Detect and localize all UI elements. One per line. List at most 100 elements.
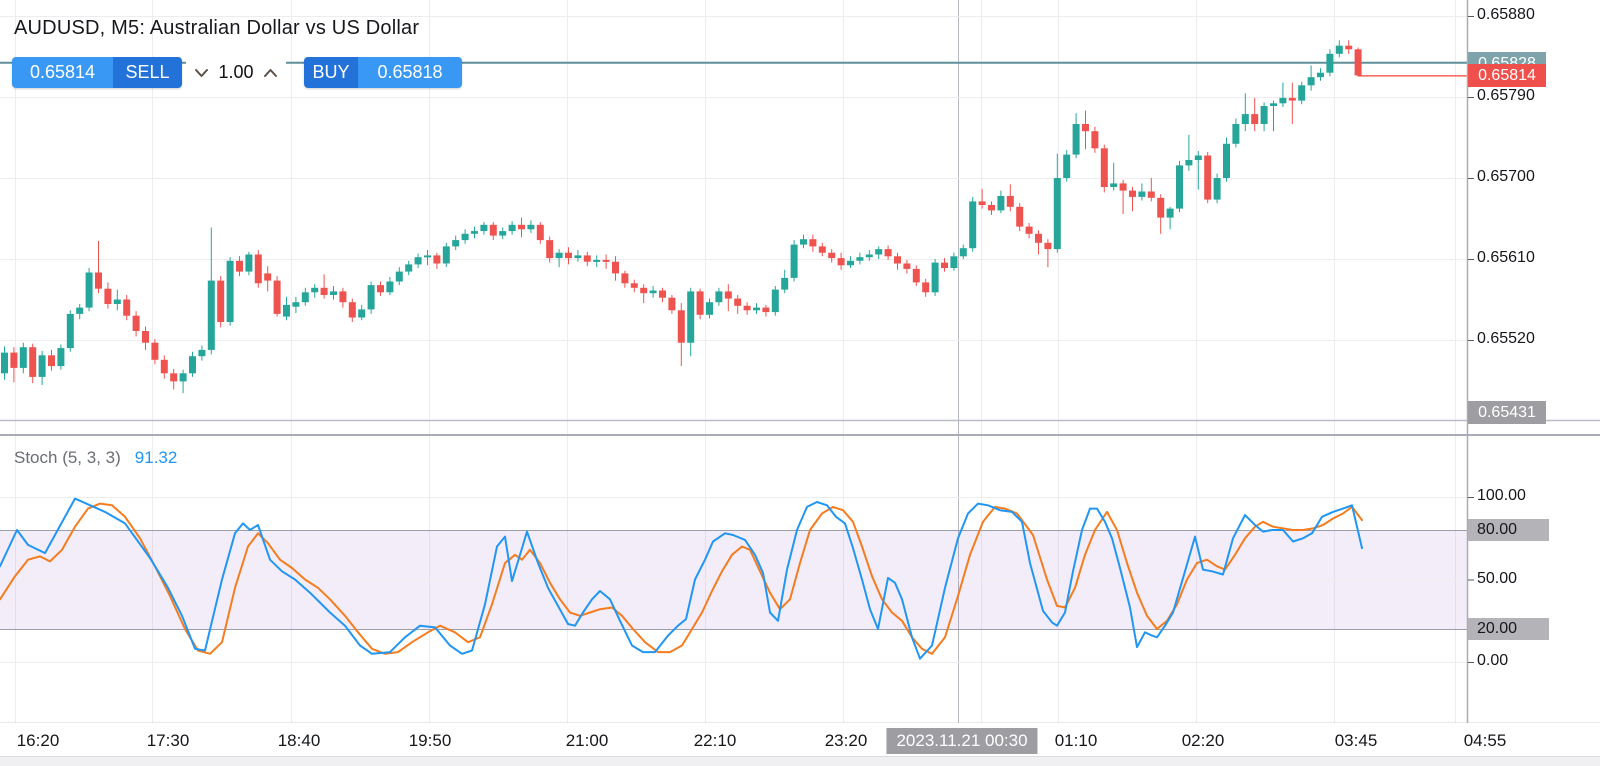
candle-body — [273, 280, 281, 314]
candle-body — [1072, 124, 1080, 155]
price-axis-label: 0.65520 — [1477, 330, 1535, 347]
candle-body — [837, 258, 845, 266]
candle-body — [790, 244, 798, 278]
candle-body — [236, 260, 243, 272]
candle-body — [1279, 97, 1287, 104]
candle-body — [48, 355, 55, 367]
candle-body — [348, 302, 356, 318]
candle-body — [1326, 53, 1334, 73]
candle-body — [1138, 191, 1146, 197]
candle-body — [452, 240, 460, 247]
candle-body — [574, 255, 582, 259]
candle-body — [922, 282, 930, 293]
volume-value[interactable]: 1.00 — [218, 62, 254, 82]
candle-body — [1288, 97, 1296, 101]
time-axis-label: 01:10 — [1054, 731, 1098, 750]
candle-body — [1119, 183, 1127, 191]
candle-body — [649, 290, 657, 294]
candle-body — [565, 252, 572, 259]
price-axis[interactable]: 0.65880 0.65790 0.65700 0.65610 0.65520 0.658… — [1468, 0, 1600, 434]
candle-body — [1213, 178, 1221, 200]
candle-body — [1100, 148, 1108, 187]
candle-body — [38, 355, 46, 377]
candle-body — [1260, 106, 1268, 124]
candle-body — [743, 305, 751, 311]
candle-body — [414, 257, 422, 265]
stoch-axis-label: 100.00 — [1477, 487, 1526, 504]
candle-body — [912, 268, 920, 283]
candle-body — [292, 302, 300, 307]
candle-body — [1025, 226, 1033, 234]
order-widget: 0.65814 SELL 1.00 BUY 0.65818 — [12, 57, 462, 88]
candle-body — [771, 289, 779, 313]
candle-body — [865, 254, 873, 258]
candle-body — [1091, 131, 1099, 149]
chevron-down-icon[interactable] — [194, 68, 209, 78]
price-axis-label: 0.65700 — [1477, 168, 1535, 185]
stoch-level-badge: 20.00 — [1468, 618, 1549, 640]
candle-body — [621, 273, 629, 284]
candle-body — [856, 257, 864, 261]
candle-body — [1006, 196, 1014, 207]
candle-body — [1147, 191, 1155, 198]
candle-body — [753, 307, 760, 311]
pane-bottom-badge: 0.65431 — [1468, 401, 1546, 425]
candle-body — [480, 224, 488, 232]
candle-body — [518, 224, 525, 230]
indicator-legend[interactable]: Stoch (5, 3, 3) 91.32 — [14, 448, 177, 468]
candle-body — [536, 224, 544, 241]
buy-button[interactable]: BUY 0.65818 — [304, 57, 462, 88]
candle-body — [847, 260, 854, 266]
candle-body — [931, 262, 939, 293]
candle-body — [123, 299, 131, 316]
sell-button[interactable]: 0.65814 SELL — [12, 57, 182, 88]
symbol-title: AUDUSD, M5: Australian Dollar vs US Doll… — [14, 17, 420, 39]
candle-body — [640, 287, 648, 294]
candle-body — [687, 291, 695, 343]
candle-body — [29, 347, 37, 377]
candle-body — [696, 291, 704, 315]
candle-body — [959, 248, 967, 257]
candle-body — [339, 291, 347, 303]
candle-body — [95, 272, 102, 289]
candle-body — [978, 201, 986, 205]
candle-body — [1270, 103, 1277, 106]
candle-body — [884, 249, 892, 257]
candle-body — [104, 288, 112, 304]
candle-body — [160, 359, 168, 374]
candle-body — [1223, 143, 1230, 178]
candle-body — [489, 224, 497, 236]
candle-body — [668, 297, 676, 311]
candle-body — [527, 224, 535, 230]
stoch-axis-label: 0.00 — [1477, 652, 1509, 669]
candle-body — [1157, 197, 1165, 218]
horizontal-scrollbar[interactable] — [0, 756, 1600, 766]
candle-body — [424, 255, 431, 258]
candle-body — [245, 254, 253, 272]
sell-label: SELL — [113, 57, 182, 88]
time-axis[interactable]: 16:20 17:30 18:40 19:50 21:00 22:10 23:20 01:10… — [0, 723, 1600, 756]
candle-body — [706, 302, 713, 315]
chevron-up-icon[interactable] — [263, 68, 278, 78]
candle-body — [377, 285, 384, 293]
candle-body — [875, 249, 883, 255]
stoch-k-line — [0, 497, 1363, 660]
candle-body — [395, 271, 403, 282]
candle-body — [800, 239, 807, 245]
time-axis-label: 16:20 — [16, 731, 60, 750]
candle-body — [1044, 242, 1052, 250]
candle-body — [311, 287, 319, 293]
candle-body — [1176, 165, 1183, 209]
date-badge: 2023.11.21 00:30 — [886, 728, 1038, 754]
candle-body — [1063, 154, 1071, 178]
candle-body — [442, 246, 450, 264]
buy-price: 0.65818 — [358, 57, 462, 88]
time-axis-label: 17:30 — [146, 731, 190, 750]
stochastic-axis[interactable]: 100.00 80.00 50.00 20.00 0.00 — [1468, 434, 1600, 723]
candle-body — [969, 201, 977, 249]
candle-body — [85, 272, 93, 308]
candle-body — [1204, 155, 1212, 200]
candle-body — [358, 309, 366, 318]
candle-body — [189, 356, 196, 374]
